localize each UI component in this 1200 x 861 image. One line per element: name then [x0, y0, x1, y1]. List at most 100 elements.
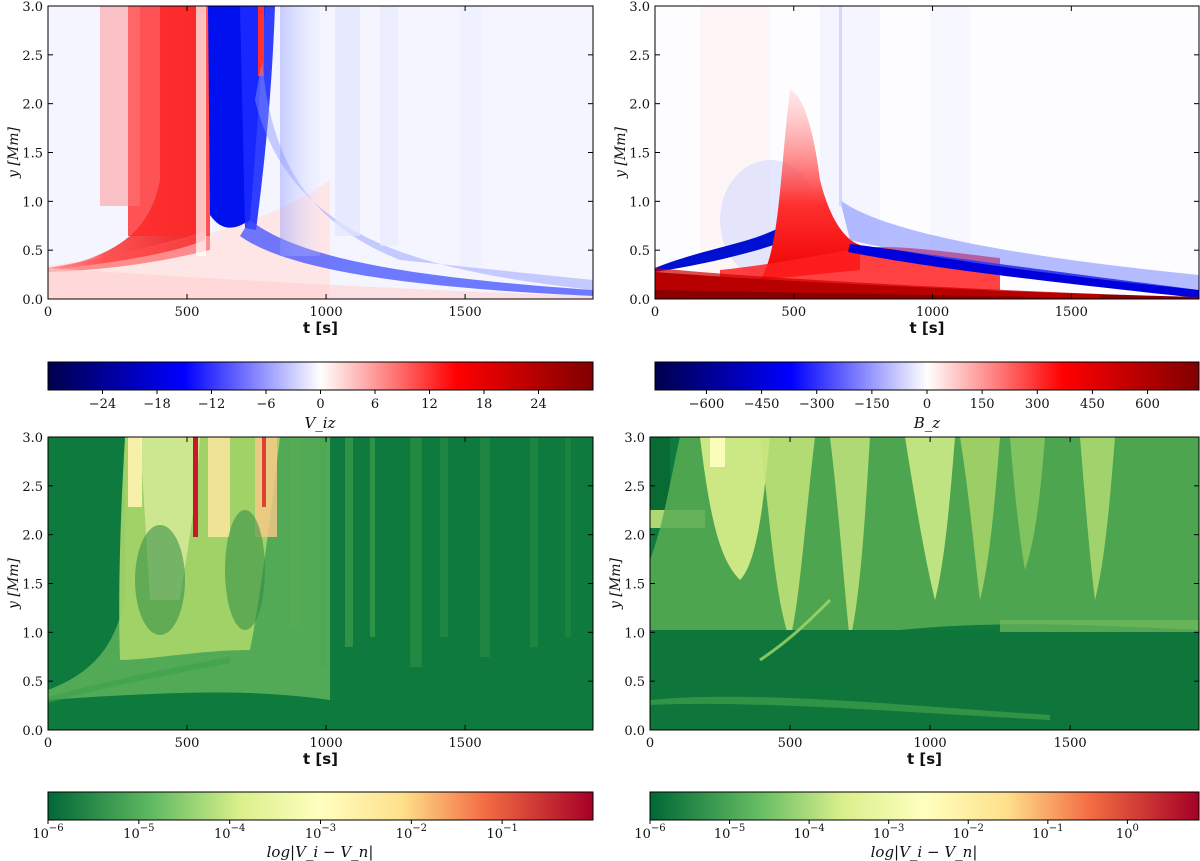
- x-tick-label: 1000: [310, 305, 343, 320]
- colorbar-dv2: 10−6 10−5 10−4 10−3 10−2 10−1 100 log|V_i − V_…: [634, 791, 1200, 861]
- y-tick-label: 0.5: [22, 244, 43, 259]
- colorbar-tick-label: 10−2: [396, 823, 427, 842]
- y-tick-label: 0.0: [629, 293, 650, 308]
- colorbar-tick-label: 10−5: [123, 823, 154, 842]
- y-tick-label: 1.0: [629, 195, 650, 210]
- y-tick-label: 2.0: [22, 98, 43, 113]
- x-tick-label: 1500: [449, 736, 482, 751]
- colorbar-bz: −600 −450 −300 −150 0 150 300 450 600 B_z: [654, 361, 1200, 432]
- colorbar-tick-label: 10−2: [953, 823, 984, 842]
- colorbar-tick-label: 10−1: [487, 823, 518, 842]
- x-tick-label: 0: [44, 736, 52, 751]
- colorbar-tick-label: 24: [530, 397, 547, 412]
- colorbar-tick-label: −24: [89, 397, 116, 412]
- x-tick-label: 1000: [916, 305, 949, 320]
- x-tick-label: 0: [646, 736, 654, 751]
- heatmap-dv1-image: [48, 437, 593, 730]
- colorbar-tick-label: −18: [143, 397, 170, 412]
- x-axis-label: t [s]: [303, 750, 338, 768]
- y-tick-label: 2.5: [629, 49, 650, 64]
- y-axis-label: y [Mm]: [613, 127, 629, 179]
- x-tick-label: 500: [781, 305, 806, 320]
- heatmap-viz: 0 500 1000 1500 0.0 0.5 1.0 1.5 2.0 2.5 3.0 t [s] y …: [6, 0, 594, 337]
- y-tick-label: 3.0: [629, 0, 650, 15]
- colorbar-tick-label: −450: [744, 397, 780, 412]
- heatmap-bz: 0 500 1000 1500 0.0 0.5 1.0 1.5 2.0 2.5 3.0 t [s] y …: [613, 0, 1200, 337]
- y-tick-label: 3.0: [624, 431, 645, 446]
- colorbar-tick-label: 10−5: [714, 823, 745, 842]
- colorbar-viz: −24 −18 −12 −6 0 6 12 18 24 V_iz: [47, 361, 594, 432]
- x-tick-label: 1500: [449, 305, 482, 320]
- y-tick-label: 2.5: [624, 480, 645, 495]
- heatmap-dv1: 0 500 1000 1500 0.0 0.5 1.0 1.5 2.0 2.5 3.0 t [s] y …: [6, 431, 594, 768]
- colorbar-dv2-label: log|V_i − V_n|: [871, 843, 978, 861]
- x-axis-label: t [s]: [303, 319, 338, 337]
- x-tick-label: 0: [44, 305, 52, 320]
- x-tick-label: 500: [778, 736, 803, 751]
- colorbar-tick-label: 18: [476, 397, 493, 412]
- colorbar-tick-label: −12: [198, 397, 225, 412]
- x-tick-label: 1000: [914, 736, 947, 751]
- y-tick-label: 0.5: [629, 244, 650, 259]
- y-tick-label: 0.0: [22, 724, 43, 739]
- y-tick-label: 3.0: [22, 431, 43, 446]
- x-tick-label: 0: [651, 305, 659, 320]
- colorbar-tick-label: 10−1: [1032, 823, 1063, 842]
- y-tick-label: 1.5: [624, 578, 645, 593]
- y-tick-label: 1.0: [624, 626, 645, 641]
- colorbar-tick-label: 600: [1135, 397, 1160, 412]
- colorbar-tick-label: 100: [1116, 823, 1139, 842]
- y-tick-label: 1.0: [22, 626, 43, 641]
- heatmap-bz-image: [655, 6, 1199, 299]
- colorbar-tick-label: 10−3: [305, 823, 336, 842]
- y-tick-label: 1.5: [22, 147, 43, 162]
- y-tick-label: 1.0: [22, 195, 43, 210]
- x-tick-label: 500: [175, 736, 200, 751]
- colorbar-tick-label: −600: [689, 397, 725, 412]
- colorbar-dv1-label: log|V_i − V_n|: [267, 843, 374, 861]
- colorbar-tick-label: 12: [421, 397, 438, 412]
- colorbar-tick-label: 10−6: [634, 823, 665, 842]
- colorbar-tick-label: −300: [799, 397, 835, 412]
- y-tick-label: 0.0: [22, 293, 43, 308]
- colorbar-bz-bar: [654, 361, 1200, 391]
- colorbar-bz-label: B_z: [913, 414, 941, 432]
- x-axis-label: t [s]: [907, 750, 942, 768]
- colorbar-dv2-bar: [649, 791, 1200, 821]
- colorbar-tick-label: 6: [371, 397, 379, 412]
- colorbar-tick-label: 10−4: [214, 823, 245, 842]
- y-tick-label: 0.0: [624, 724, 645, 739]
- y-axis-label: y [Mm]: [6, 127, 22, 179]
- x-tick-label: 1500: [1055, 305, 1088, 320]
- colorbar-tick-label: 10−3: [873, 823, 904, 842]
- heatmap-dv2: 0 500 1000 1500 0.0 0.5 1.0 1.5 2.0 2.5 3.0 t [s] y …: [608, 431, 1200, 768]
- heatmap-viz-image: [48, 6, 593, 299]
- colorbar-dv1: 10−6 10−5 10−4 10−3 10−2 10−1 log|V_i − V_n|: [32, 791, 594, 861]
- y-tick-label: 1.5: [22, 578, 43, 593]
- colorbar-viz-label: V_iz: [304, 414, 335, 432]
- y-tick-label: 2.5: [22, 49, 43, 64]
- y-axis-label: y [Mm]: [6, 558, 22, 610]
- y-tick-label: 2.0: [22, 529, 43, 544]
- colorbar-tick-label: −6: [256, 397, 275, 412]
- y-tick-label: 2.0: [624, 529, 645, 544]
- y-tick-label: 3.0: [22, 0, 43, 15]
- x-tick-label: 1500: [1054, 736, 1087, 751]
- y-tick-label: 1.5: [629, 147, 650, 162]
- x-tick-label: 1000: [310, 736, 343, 751]
- colorbar-tick-label: 450: [1080, 397, 1105, 412]
- colorbar-tick-label: 10−4: [793, 823, 824, 842]
- y-axis-label: y [Mm]: [608, 558, 624, 610]
- heatmap-dv2-image: [650, 437, 1199, 730]
- colorbar-tick-label: 0: [316, 397, 324, 412]
- colorbar-tick-label: 150: [970, 397, 995, 412]
- colorbar-tick-label: 300: [1025, 397, 1050, 412]
- y-tick-label: 2.0: [629, 98, 650, 113]
- colorbar-tick-label: 0: [923, 397, 931, 412]
- colorbar-viz-bar: [47, 361, 594, 391]
- colorbar-tick-label: −150: [854, 397, 890, 412]
- colorbar-dv1-bar: [47, 791, 594, 821]
- colorbar-tick-label: 10−6: [32, 823, 63, 842]
- y-tick-label: 0.5: [22, 675, 43, 690]
